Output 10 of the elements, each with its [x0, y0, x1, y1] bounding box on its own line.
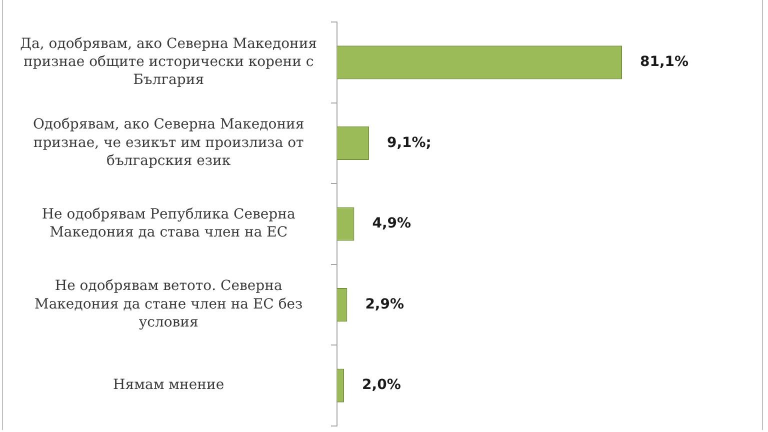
data-label: 4,9%: [372, 216, 412, 232]
y-tick-label: Не одобрявам ветото. Северна Македония да стане член на ЕС без условия: [34, 278, 303, 331]
data-label: 2,9%: [365, 296, 404, 312]
y-tick-label: Не одобрявам Република Северна Македония да става член на ЕС: [42, 206, 296, 241]
y-tick-label: Да, одобрявам, ако Северна Македония признае общите исторически корени с България: [20, 36, 318, 88]
data-label: 9,1%;: [386, 134, 432, 151]
y-tick-label: Одобрявам, ако Северна Македония признае, че езикът им произлиза от българския език: [32, 116, 304, 170]
y-tick-label: Нямам мнение: [113, 377, 224, 394]
data-label: 81,1%: [640, 54, 689, 70]
data-label: 2,0%: [362, 377, 401, 394]
